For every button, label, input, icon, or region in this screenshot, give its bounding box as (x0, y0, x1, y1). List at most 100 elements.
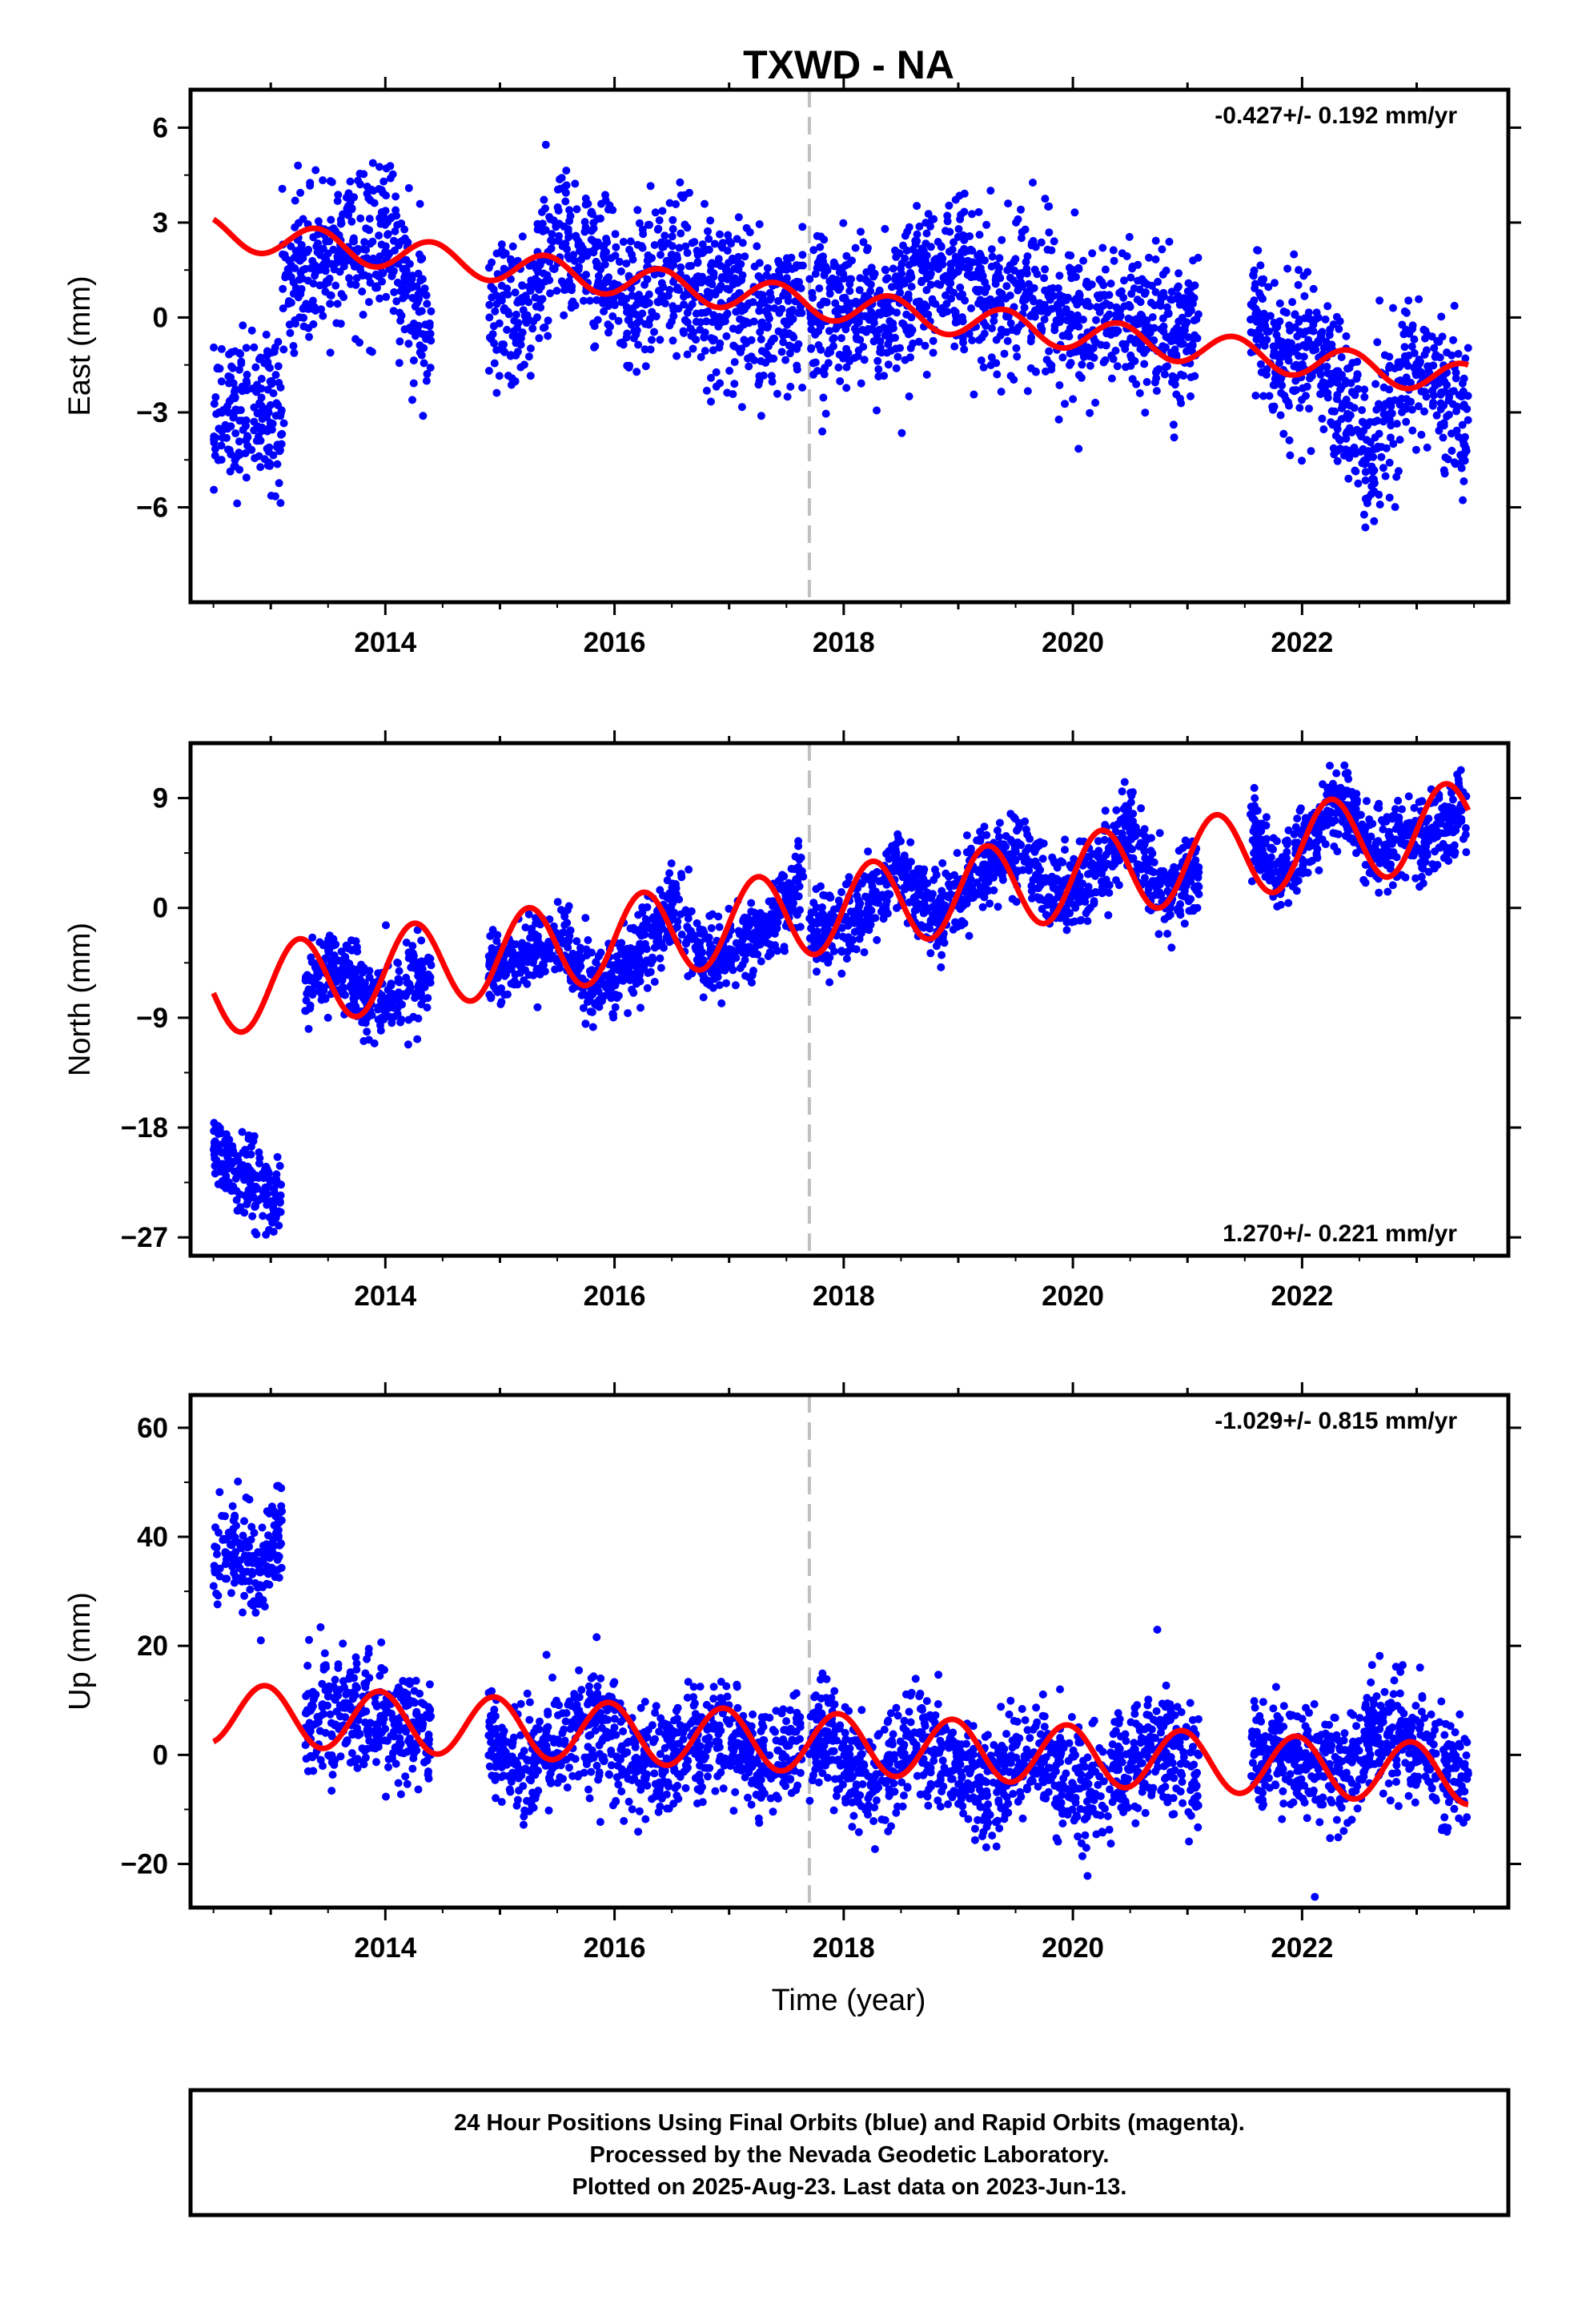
data-point (625, 306, 634, 315)
data-point (360, 271, 369, 279)
data-point (1052, 316, 1061, 324)
data-point (1140, 847, 1149, 856)
data-point (978, 903, 987, 911)
data-point (267, 492, 275, 500)
data-point (596, 214, 604, 223)
data-point (951, 311, 960, 320)
data-point (657, 297, 666, 306)
data-point (385, 249, 394, 258)
data-point (251, 1171, 260, 1180)
data-point (795, 882, 804, 891)
data-point (258, 423, 267, 432)
data-point (1062, 305, 1070, 314)
data-point (497, 998, 506, 1007)
data-point (1100, 835, 1109, 844)
data-point (402, 939, 411, 947)
data-point (219, 1181, 227, 1190)
data-point (1266, 312, 1275, 320)
data-point (650, 328, 658, 336)
data-point (408, 396, 416, 404)
data-point (1429, 398, 1438, 407)
data-point (1092, 316, 1100, 324)
data-point (793, 911, 801, 919)
data-point (561, 188, 570, 197)
data-point (781, 356, 790, 364)
data-point (352, 965, 361, 974)
data-point (787, 253, 796, 262)
data-point (236, 1170, 245, 1179)
data-point (1058, 353, 1067, 362)
data-point (1014, 215, 1022, 223)
data-point (950, 238, 958, 247)
data-point (577, 945, 586, 954)
data-point (882, 850, 890, 858)
data-point (897, 278, 905, 287)
data-point (743, 301, 752, 310)
data-point (1367, 462, 1376, 471)
data-point (409, 356, 418, 365)
data-point (248, 1212, 257, 1220)
data-point (504, 372, 512, 380)
data-point (648, 931, 656, 940)
data-point (779, 261, 788, 269)
data-point (1295, 404, 1304, 412)
data-point (673, 283, 682, 292)
data-point (319, 176, 327, 185)
data-point (814, 327, 823, 336)
data-point (362, 245, 371, 254)
data-point (399, 294, 408, 303)
data-point (926, 222, 934, 231)
data-point (750, 356, 759, 364)
data-point (1006, 319, 1015, 328)
data-point (775, 308, 784, 317)
data-point (500, 264, 508, 273)
data-point (568, 297, 577, 306)
data-point (389, 1003, 398, 1012)
data-point (1433, 336, 1442, 345)
data-point (1189, 256, 1198, 265)
data-point (1321, 315, 1330, 324)
data-point (842, 384, 851, 392)
data-point (919, 308, 928, 316)
data-point (762, 271, 771, 279)
data-point (584, 936, 592, 944)
data-point (969, 258, 978, 267)
data-point (239, 425, 247, 434)
data-point (275, 447, 284, 456)
data-point (308, 933, 317, 942)
data-point (427, 307, 436, 316)
data-point (299, 304, 307, 313)
data-point (1022, 258, 1030, 267)
data-point (705, 933, 713, 942)
data-point (739, 934, 748, 943)
data-point (893, 352, 902, 361)
data-point (594, 987, 603, 995)
data-point (383, 985, 392, 994)
data-point (766, 940, 774, 949)
data-point (214, 456, 223, 464)
data-point (376, 219, 385, 228)
data-point (511, 288, 520, 297)
data-point (816, 243, 825, 251)
data-point (533, 225, 542, 234)
data-point (500, 961, 509, 970)
data-point (611, 251, 620, 260)
data-point (1451, 460, 1460, 468)
data-point (1014, 286, 1022, 295)
data-point (956, 283, 965, 292)
data-point (1287, 343, 1296, 352)
data-point (1193, 334, 1202, 343)
data-point (988, 252, 997, 261)
data-point (235, 437, 243, 446)
data-point (974, 207, 983, 216)
data-point (709, 336, 717, 345)
data-point (1038, 854, 1047, 863)
data-point (266, 461, 274, 470)
data-point (311, 261, 319, 270)
data-point (226, 1159, 235, 1168)
data-point (673, 352, 681, 360)
data-point (252, 1230, 261, 1239)
data-point (881, 224, 889, 233)
data-point (415, 250, 424, 259)
data-point (643, 256, 652, 265)
